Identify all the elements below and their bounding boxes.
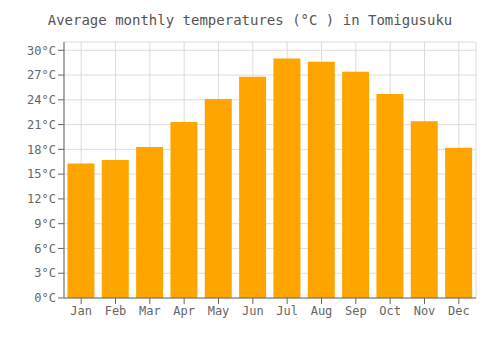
svg-text:Sep: Sep — [345, 304, 367, 318]
svg-text:30°C: 30°C — [27, 44, 56, 58]
svg-text:Aug: Aug — [311, 304, 333, 318]
svg-text:May: May — [208, 304, 230, 318]
svg-text:15°C: 15°C — [27, 167, 56, 181]
svg-text:Apr: Apr — [173, 304, 195, 318]
svg-text:0°C: 0°C — [34, 291, 56, 305]
svg-text:Jan: Jan — [70, 304, 92, 318]
svg-text:12°C: 12°C — [27, 192, 56, 206]
svg-text:Feb: Feb — [105, 304, 127, 318]
svg-text:3°C: 3°C — [34, 266, 56, 280]
svg-text:18°C: 18°C — [27, 143, 56, 157]
svg-text:Jun: Jun — [242, 304, 264, 318]
svg-text:Mar: Mar — [139, 304, 161, 318]
svg-text:27°C: 27°C — [27, 68, 56, 82]
svg-text:Nov: Nov — [414, 304, 436, 318]
svg-text:9°C: 9°C — [34, 217, 56, 231]
svg-text:Jul: Jul — [276, 304, 298, 318]
html-text:Average monthly temperatures (: Average monthly temperatures (°C ) in To… — [47, 12, 453, 28]
svg-text:24°C: 24°C — [27, 93, 56, 107]
svg-text:21°C: 21°C — [27, 118, 56, 132]
svg-text:Oct: Oct — [379, 304, 401, 318]
svg-text:Dec: Dec — [448, 304, 470, 318]
svg-text:6°C: 6°C — [34, 242, 56, 256]
